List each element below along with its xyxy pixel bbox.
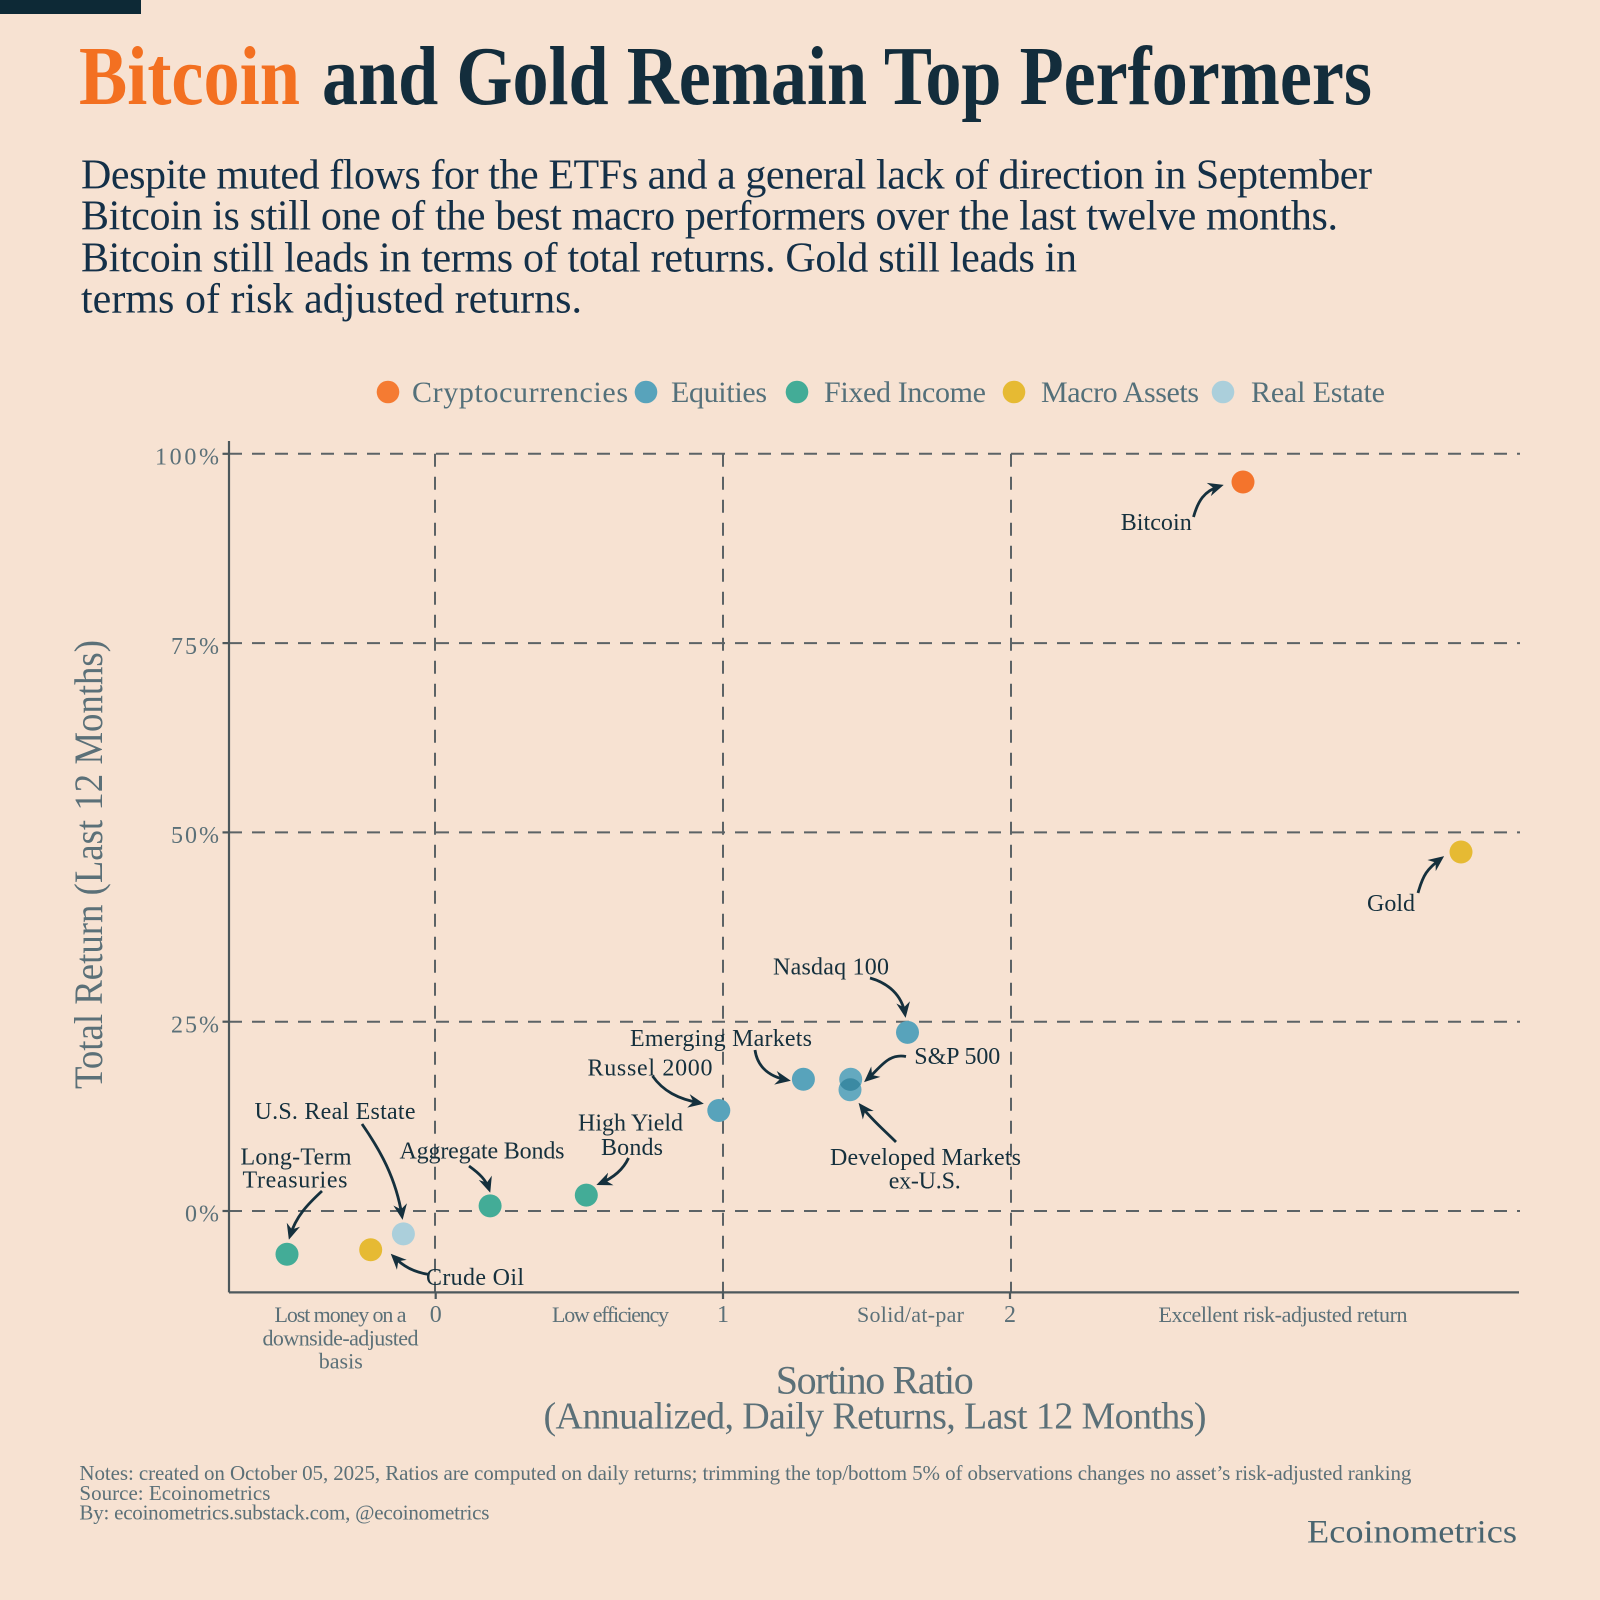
- svg-text:Despite muted flows for the ET: Despite muted flows for the ETFs and a g…: [81, 152, 1372, 198]
- svg-text:Aggregate Bonds: Aggregate Bonds: [400, 1138, 565, 1164]
- svg-text:Lost money on a: Lost money on a: [275, 1302, 407, 1327]
- svg-text:0%: 0%: [185, 1202, 219, 1228]
- svg-text:Nasdaq 100: Nasdaq 100: [773, 955, 889, 981]
- svg-text:25%: 25%: [171, 1012, 219, 1038]
- svg-text:Emerging Markets: Emerging Markets: [630, 1026, 812, 1052]
- svg-text:Bitcoin: Bitcoin: [79, 30, 300, 123]
- svg-text:downside-adjusted: downside-adjusted: [263, 1326, 419, 1351]
- svg-text:Bitcoin is still one of the be: Bitcoin is still one of the best macro p…: [81, 194, 1338, 240]
- svg-text:Treasuries: Treasuries: [243, 1168, 348, 1194]
- svg-text:Bitcoin: Bitcoin: [1121, 510, 1192, 536]
- svg-text:Macro Assets: Macro Assets: [1041, 376, 1199, 409]
- svg-text:terms of risk adjusted returns: terms of risk adjusted returns.: [81, 277, 582, 323]
- svg-text:0: 0: [430, 1302, 442, 1328]
- svg-text:Notes: created on October 05,: Notes: created on October 05, 2025, Rati…: [79, 1461, 1412, 1485]
- svg-text:100%: 100%: [155, 445, 219, 471]
- svg-text:Equities: Equities: [671, 376, 767, 409]
- svg-text:Ecoinometrics: Ecoinometrics: [1307, 1514, 1517, 1550]
- svg-text:High Yield: High Yield: [578, 1110, 683, 1136]
- svg-text:75%: 75%: [171, 634, 219, 660]
- svg-text:Long-Term: Long-Term: [241, 1144, 352, 1170]
- svg-text:Fixed Income: Fixed Income: [824, 376, 986, 409]
- svg-text:and Gold Remain Top Performers: and Gold Remain Top Performers: [322, 30, 1372, 123]
- svg-text:Solid/at-par: Solid/at-par: [857, 1302, 965, 1327]
- svg-text:Excellent risk-adjusted return: Excellent risk-adjusted return: [1159, 1302, 1408, 1327]
- svg-text:basis: basis: [319, 1349, 363, 1374]
- svg-text:By: ecoinometrics.substack.com: By: ecoinometrics.substack.com, @ecoinom…: [79, 1501, 489, 1525]
- svg-text:Russel 2000: Russel 2000: [588, 1055, 713, 1081]
- svg-text:Gold: Gold: [1367, 891, 1415, 917]
- svg-text:Cryptocurrencies: Cryptocurrencies: [412, 376, 628, 409]
- svg-text:Bitcoin still leads in terms o: Bitcoin still leads in terms of total re…: [81, 235, 1077, 281]
- svg-text:50%: 50%: [171, 823, 219, 849]
- svg-text:ex-U.S.: ex-U.S.: [889, 1169, 961, 1195]
- svg-text:1: 1: [717, 1302, 729, 1328]
- svg-text:Low efficiency: Low efficiency: [552, 1302, 669, 1327]
- svg-text:U.S. Real Estate: U.S. Real Estate: [255, 1099, 416, 1125]
- svg-text:Bonds: Bonds: [601, 1135, 663, 1161]
- svg-text:2: 2: [1004, 1302, 1016, 1328]
- svg-text:Source: Ecoinometrics: Source: Ecoinometrics: [79, 1481, 270, 1505]
- svg-text:(Annualized, Daily Returns, La: (Annualized, Daily Returns, Last 12 Mont…: [544, 1396, 1207, 1438]
- svg-text:S&P 500: S&P 500: [914, 1044, 1000, 1070]
- svg-text:Real Estate: Real Estate: [1251, 376, 1385, 409]
- svg-text:Sortino Ratio: Sortino Ratio: [776, 1358, 974, 1403]
- svg-text:Total Return (Last 12 Months): Total Return (Last 12 Months): [66, 640, 111, 1089]
- svg-text:Crude Oil: Crude Oil: [426, 1265, 524, 1291]
- svg-text:Developed Markets: Developed Markets: [830, 1145, 1021, 1171]
